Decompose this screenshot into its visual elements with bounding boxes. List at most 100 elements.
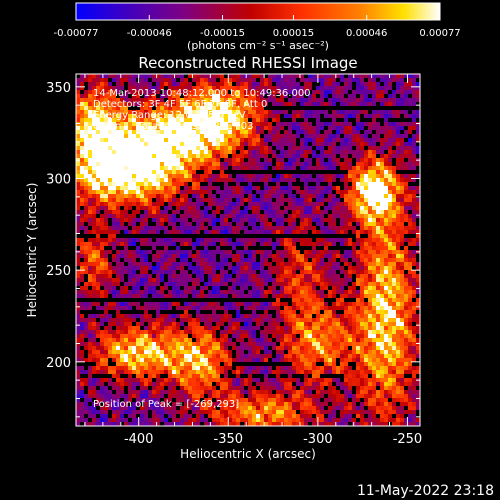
heatmap-cell <box>332 90 336 94</box>
heatmap-cell <box>124 110 128 114</box>
heatmap-cell <box>316 194 320 198</box>
heatmap-cell <box>168 110 172 114</box>
heatmap-cell <box>376 86 380 90</box>
heatmap-cell <box>128 254 132 258</box>
heatmap-cell <box>172 254 176 258</box>
heatmap-cell <box>312 122 316 126</box>
heatmap-cell <box>276 90 280 94</box>
heatmap-cell <box>116 282 120 286</box>
heatmap-cell <box>288 118 292 122</box>
heatmap-cell <box>356 174 360 178</box>
heatmap-cell <box>80 278 84 282</box>
heatmap-cell <box>400 218 404 222</box>
heatmap-cell <box>404 250 408 254</box>
heatmap-cell <box>112 86 116 90</box>
heatmap-cell <box>76 106 80 110</box>
heatmap-cell <box>340 258 344 262</box>
heatmap-cell <box>188 290 192 294</box>
heatmap-cell <box>76 154 80 158</box>
heatmap-cell <box>288 98 292 102</box>
heatmap-cell <box>232 234 236 238</box>
chart-title: Reconstructed RHESSI Image <box>138 54 357 72</box>
heatmap-cell <box>84 158 88 162</box>
heatmap-cell <box>220 270 224 274</box>
heatmap-cell <box>404 186 408 190</box>
heatmap-cell <box>328 162 332 166</box>
heatmap-cell <box>384 250 388 254</box>
heatmap-cell <box>380 126 384 130</box>
heatmap-cell <box>168 174 172 178</box>
heatmap-cell <box>160 170 164 174</box>
heatmap-cell <box>304 218 308 222</box>
heatmap-cell <box>92 218 96 222</box>
heatmap-cell <box>360 202 364 206</box>
colorbar-tick-label: -0.00046 <box>127 28 172 39</box>
heatmap-cell <box>100 286 104 290</box>
heatmap-cell <box>104 258 108 262</box>
heatmap-cell <box>80 138 84 142</box>
heatmap-cell <box>228 162 232 166</box>
heatmap-cell <box>392 254 396 258</box>
heatmap-cell <box>136 162 140 166</box>
heatmap-cell <box>216 242 220 246</box>
heatmap-cell <box>312 170 316 174</box>
heatmap-cell <box>220 278 224 282</box>
heatmap-cell <box>144 258 148 262</box>
heatmap-cell <box>236 254 240 258</box>
heatmap-cell <box>412 222 416 226</box>
heatmap-cell <box>272 294 276 298</box>
heatmap-cell <box>296 270 300 274</box>
heatmap-cell <box>276 278 280 282</box>
heatmap-cell <box>380 218 384 222</box>
heatmap-cell <box>348 170 352 174</box>
heatmap-cell <box>332 242 336 246</box>
heatmap-cell <box>100 122 104 126</box>
heatmap-cell <box>188 106 192 110</box>
heatmap-cell <box>104 202 108 206</box>
heatmap-cell <box>296 238 300 242</box>
heatmap-cell <box>264 134 268 138</box>
heatmap-cell <box>292 170 296 174</box>
heatmap-cell <box>316 142 320 146</box>
heatmap-cell <box>80 78 84 82</box>
heatmap-cell <box>276 270 280 274</box>
heatmap-cell <box>204 82 208 86</box>
heatmap-cell <box>84 286 88 290</box>
heatmap-cell <box>80 270 84 274</box>
heatmap-cell <box>408 282 412 286</box>
heatmap-cell <box>200 150 204 154</box>
heatmap-cell <box>392 298 396 302</box>
heatmap-cell <box>192 278 196 282</box>
heatmap-cell <box>176 218 180 222</box>
heatmap-cell <box>192 154 196 158</box>
heatmap-cell <box>416 186 420 190</box>
heatmap-cell <box>76 178 80 182</box>
heatmap-cell <box>288 150 292 154</box>
heatmap-cell <box>264 254 268 258</box>
heatmap-cell <box>368 278 372 282</box>
heatmap-cell <box>96 146 100 150</box>
heatmap-cell <box>232 190 236 194</box>
heatmap-cell <box>384 290 388 294</box>
heatmap-cell <box>108 106 112 110</box>
heatmap-cell <box>392 86 396 90</box>
heatmap-cell <box>324 274 328 278</box>
heatmap-cell <box>260 82 264 86</box>
heatmap-cell <box>296 282 300 286</box>
heatmap-image <box>76 74 420 426</box>
heatmap-cell <box>368 146 372 150</box>
heatmap-cell <box>352 94 356 98</box>
heatmap-cell <box>216 250 220 254</box>
heatmap-cell <box>220 210 224 214</box>
heatmap-cell <box>136 226 140 230</box>
heatmap-cell <box>160 122 164 126</box>
heatmap-cell <box>148 150 152 154</box>
heatmap-cell <box>236 226 240 230</box>
heatmap-cell <box>88 102 92 106</box>
heatmap-cell <box>292 78 296 82</box>
heatmap-cell <box>312 186 316 190</box>
heatmap-cell <box>176 78 180 82</box>
heatmap-cell <box>196 194 200 198</box>
heatmap-cell <box>352 86 356 90</box>
heatmap-cell <box>416 162 420 166</box>
